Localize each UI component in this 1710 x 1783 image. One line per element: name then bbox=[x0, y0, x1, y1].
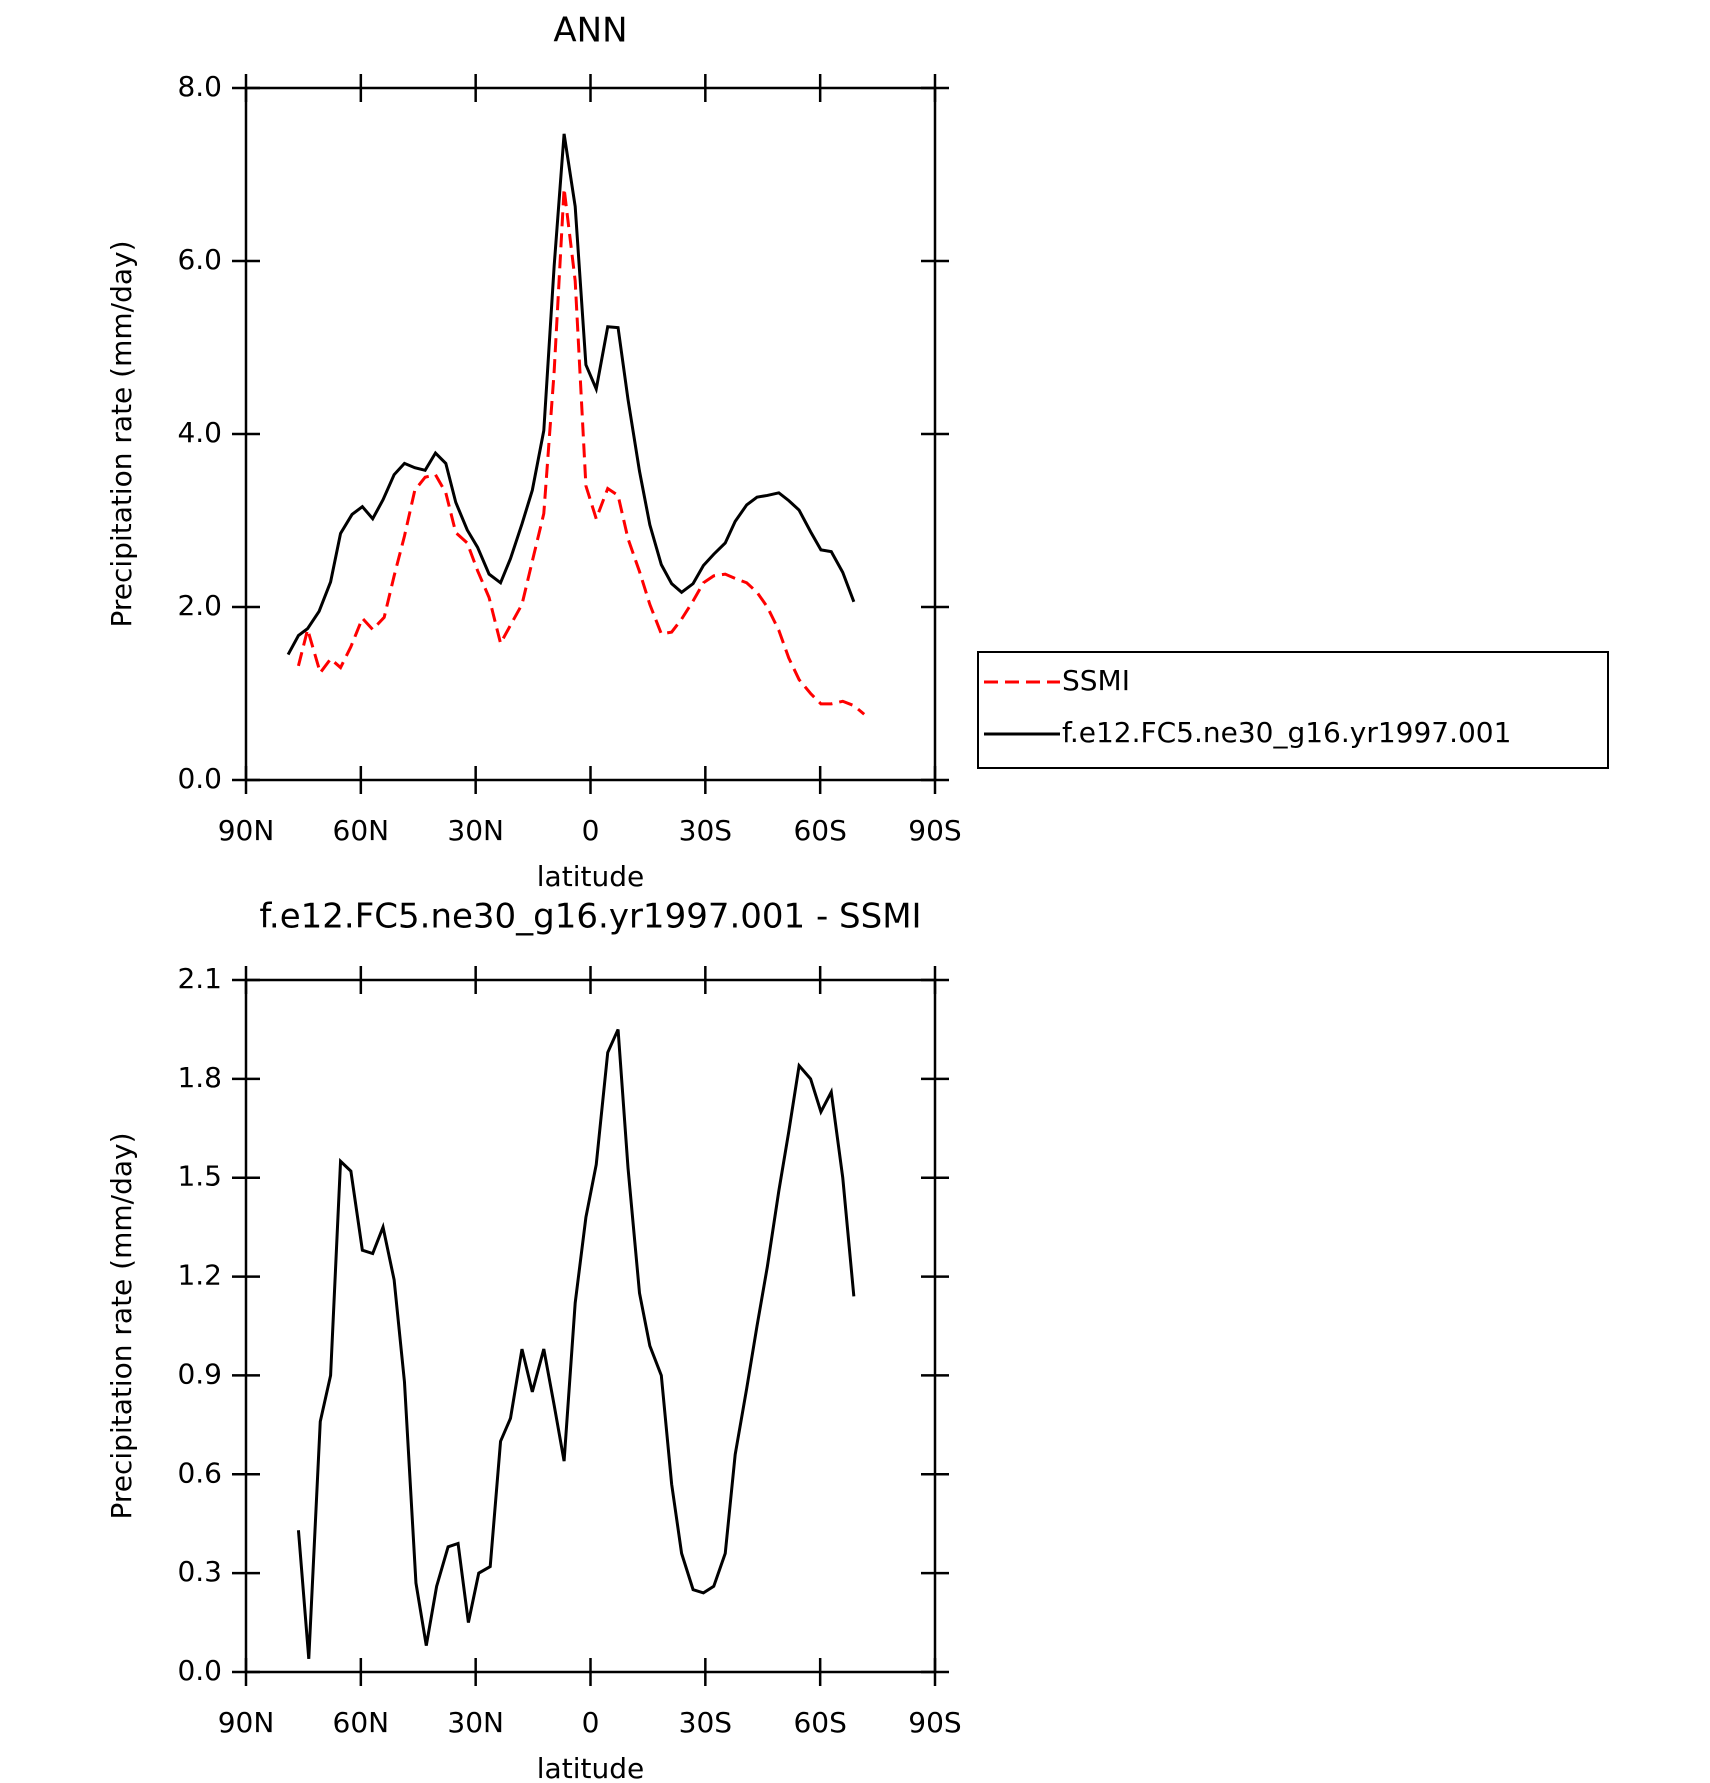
legend-box bbox=[977, 651, 1609, 769]
y-tick-label: 6.0 bbox=[177, 243, 222, 276]
x-tick-label: 30N bbox=[447, 814, 504, 847]
x-tick-label: 90S bbox=[908, 814, 961, 847]
plot-frame bbox=[244, 86, 937, 782]
x-tick-label: 90S bbox=[908, 1706, 961, 1739]
y-tick-label: 0.3 bbox=[177, 1555, 222, 1588]
x-tick-label: 60S bbox=[793, 814, 846, 847]
y-axis-label: Precipitation rate (mm/day) bbox=[105, 240, 138, 627]
x-tick-label: 90N bbox=[218, 1706, 275, 1739]
x-tick-label: 60N bbox=[333, 1706, 390, 1739]
x-axis-label: latitude bbox=[537, 1752, 644, 1783]
y-tick-label: 0.0 bbox=[177, 1654, 222, 1687]
y-tick-label: 4.0 bbox=[177, 416, 222, 449]
x-tick-label: 60S bbox=[793, 1706, 846, 1739]
x-tick-label: 30N bbox=[447, 1706, 504, 1739]
y-tick-label: 2.1 bbox=[177, 962, 222, 995]
series-line bbox=[296, 1028, 856, 1659]
series-line bbox=[296, 188, 866, 716]
x-tick-label: 0 bbox=[582, 814, 600, 847]
series-line bbox=[286, 133, 856, 656]
x-tick-label: 30S bbox=[679, 1706, 732, 1739]
y-tick-label: 1.8 bbox=[177, 1061, 222, 1094]
x-tick-label: 30S bbox=[679, 814, 732, 847]
y-axis-label: Precipitation rate (mm/day) bbox=[105, 1132, 138, 1519]
x-tick-label: 0 bbox=[582, 1706, 600, 1739]
chart-title: f.e12.FC5.ne30_g16.yr1997.001 - SSMI bbox=[259, 897, 921, 937]
plot-frame bbox=[244, 978, 937, 1674]
y-tick-label: 8.0 bbox=[177, 70, 222, 103]
x-axis-label: latitude bbox=[537, 860, 644, 893]
x-tick-label: 60N bbox=[333, 814, 390, 847]
y-tick-label: 2.0 bbox=[177, 589, 222, 622]
legend-label: SSMI bbox=[1062, 664, 1130, 697]
y-tick-label: 1.2 bbox=[177, 1259, 222, 1292]
y-tick-label: 0.6 bbox=[177, 1456, 222, 1489]
chart-title: ANN bbox=[553, 11, 627, 51]
y-tick-label: 0.9 bbox=[177, 1357, 222, 1390]
x-tick-label: 90N bbox=[218, 814, 275, 847]
y-tick-label: 1.5 bbox=[177, 1160, 222, 1193]
legend-label: f.e12.FC5.ne30_g16.yr1997.001 bbox=[1062, 716, 1511, 749]
y-tick-label: 0.0 bbox=[177, 762, 222, 795]
